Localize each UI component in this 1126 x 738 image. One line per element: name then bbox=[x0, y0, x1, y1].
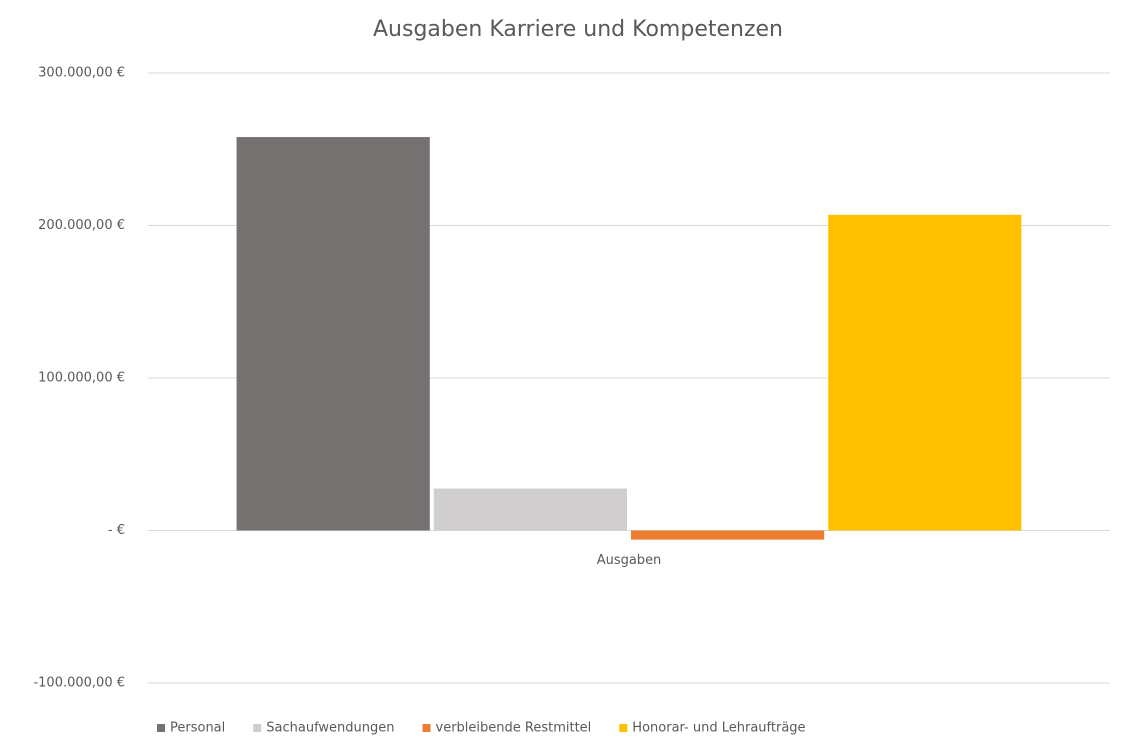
legend-label: verbleibende Restmittel bbox=[436, 721, 592, 736]
legend-label: Personal bbox=[170, 721, 225, 736]
x-tick-label: Ausgaben bbox=[597, 553, 662, 568]
legend-marker bbox=[422, 724, 431, 732]
y-tick-label: - € bbox=[108, 523, 125, 538]
bar bbox=[828, 214, 1022, 531]
bar bbox=[236, 137, 430, 531]
y-tick-label: 100.000,00 € bbox=[38, 371, 125, 386]
legend-marker bbox=[157, 724, 165, 732]
legend-label: Honorar- und Lehraufträge bbox=[632, 721, 805, 736]
legend-label: Sachaufwendungen bbox=[266, 721, 394, 736]
y-tick-label: -100.000,00 € bbox=[33, 676, 125, 691]
legend-marker bbox=[619, 724, 628, 732]
y-tick-label: 200.000,00 € bbox=[38, 218, 125, 233]
bar bbox=[631, 530, 825, 540]
chart-title: Ausgaben Karriere und Kompetenzen bbox=[373, 17, 783, 42]
bar bbox=[433, 488, 627, 531]
legend-marker bbox=[253, 724, 262, 732]
y-tick-label: 300.000,00 € bbox=[38, 66, 125, 81]
